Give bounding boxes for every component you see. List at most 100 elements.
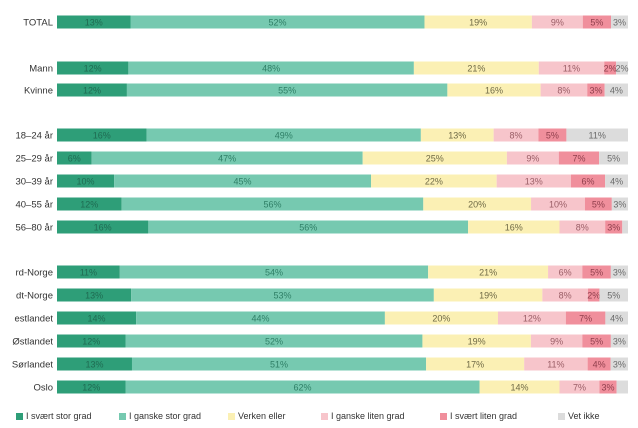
data-label: 54% [265,267,283,277]
data-label: 8% [576,222,589,232]
bar-segment [57,15,131,29]
bar-segment [566,128,628,142]
bar-segment [125,380,480,394]
data-label: 52% [265,336,283,346]
data-label: 3% [589,85,602,95]
bar-segment [570,174,606,188]
bar-row: 56–80 år 16% 56% 16% 8% 3% [15,220,628,234]
data-label: 56% [263,199,281,209]
category-label: rd-Norge [16,268,54,279]
bars-layer: TOTAL 13% 52% 19% 9% 5% 3%Mann 12% 48% 21% 11% 2%2%… [12,15,629,394]
legend-label: Vet ikke [568,411,600,421]
data-label: 13% [85,359,103,369]
data-label: 53% [274,290,292,300]
bar-segment [57,128,147,142]
bar-segment [119,265,429,279]
data-label: 12% [82,382,100,392]
data-label: 52% [268,17,286,27]
bar-segment [479,380,560,394]
bar-segment [524,357,588,371]
data-label: 9% [551,17,564,27]
data-label: 14% [88,313,106,323]
data-label: 5% [607,153,620,163]
data-label: 47% [218,153,236,163]
bar-segment [605,220,623,234]
legend-swatch [16,413,23,420]
bar-row: estlandet 14% 44% 20% 12% 7% 4% [14,311,628,325]
bar-segment [542,288,589,302]
data-label: 20% [468,199,486,209]
bar-segment [384,311,498,325]
bar-segment [531,15,583,29]
category-label: Kvinne [24,86,53,97]
legend-item: Verken eller [228,411,286,421]
category-label: 30–39 år [15,177,53,188]
legend-swatch [119,413,126,420]
legend-swatch [440,413,447,420]
bar-segment [91,151,363,165]
bar-segment [559,380,600,394]
data-label: 3% [613,336,626,346]
data-label: 3% [613,199,626,209]
bar-segment [57,334,126,348]
legend: I svært stor grad I ganske stor grad Verke… [16,411,600,421]
data-label: 56% [299,222,317,232]
data-label: 16% [485,85,503,95]
bar-row: dt-Norge 13% 53% 19% 8% 2% 5% [16,288,628,302]
data-label: 4% [610,85,623,95]
bar-row: 25–29 år 6% 47% 25% 9% 7% 5% [15,151,628,165]
legend-item: I svært liten grad [440,411,517,421]
category-label: 18–24 år [15,131,53,142]
data-label: 7% [573,382,586,392]
data-label: 55% [278,85,296,95]
bar-segment [540,83,588,97]
bar-row: Mann 12% 48% 21% 11% 2%2% [29,61,629,75]
data-label: 19% [468,336,486,346]
bar-segment [496,174,571,188]
bar-segment [610,265,628,279]
data-label: 17% [466,359,484,369]
data-label: 12% [523,313,541,323]
bar-segment [121,197,424,211]
bar-segment [531,197,585,211]
data-label: 2% [616,63,629,73]
bar-row: Oslo 12% 62% 14% 7% 3% [33,380,628,394]
bar-segment [599,288,628,302]
legend-label: I ganske stor grad [129,411,201,421]
bar-segment [426,357,525,371]
data-label: 8% [559,290,572,300]
data-label: 6% [68,153,81,163]
bar-segment [497,311,566,325]
bar-segment [422,334,531,348]
data-label: 13% [85,17,103,27]
bar-segment [126,83,448,97]
bar-segment [57,288,132,302]
data-label: 2% [604,63,617,73]
bar-segment [584,197,612,211]
data-label: 3% [607,222,620,232]
data-label: 3% [613,267,626,277]
data-label: 19% [469,17,487,27]
bar-segment [57,380,126,394]
bar-segment [420,128,494,142]
bar-segment [131,357,427,371]
bar-segment [587,357,611,371]
bar-segment [605,311,628,325]
category-label: 25–29 år [15,154,53,165]
data-label: 21% [479,267,497,277]
data-label: 16% [94,222,112,232]
data-label: 11% [589,130,606,140]
data-label: 9% [550,336,563,346]
legend-swatch [228,413,235,420]
bar-segment [538,128,567,142]
data-label: 49% [275,130,293,140]
bar-segment [565,311,606,325]
bar-segment [506,151,559,165]
data-label: 14% [511,382,529,392]
bar-segment [604,61,617,75]
bar-segment [57,357,132,371]
bar-segment [424,15,532,29]
data-label: 11% [80,267,97,277]
data-label: 16% [93,130,111,140]
